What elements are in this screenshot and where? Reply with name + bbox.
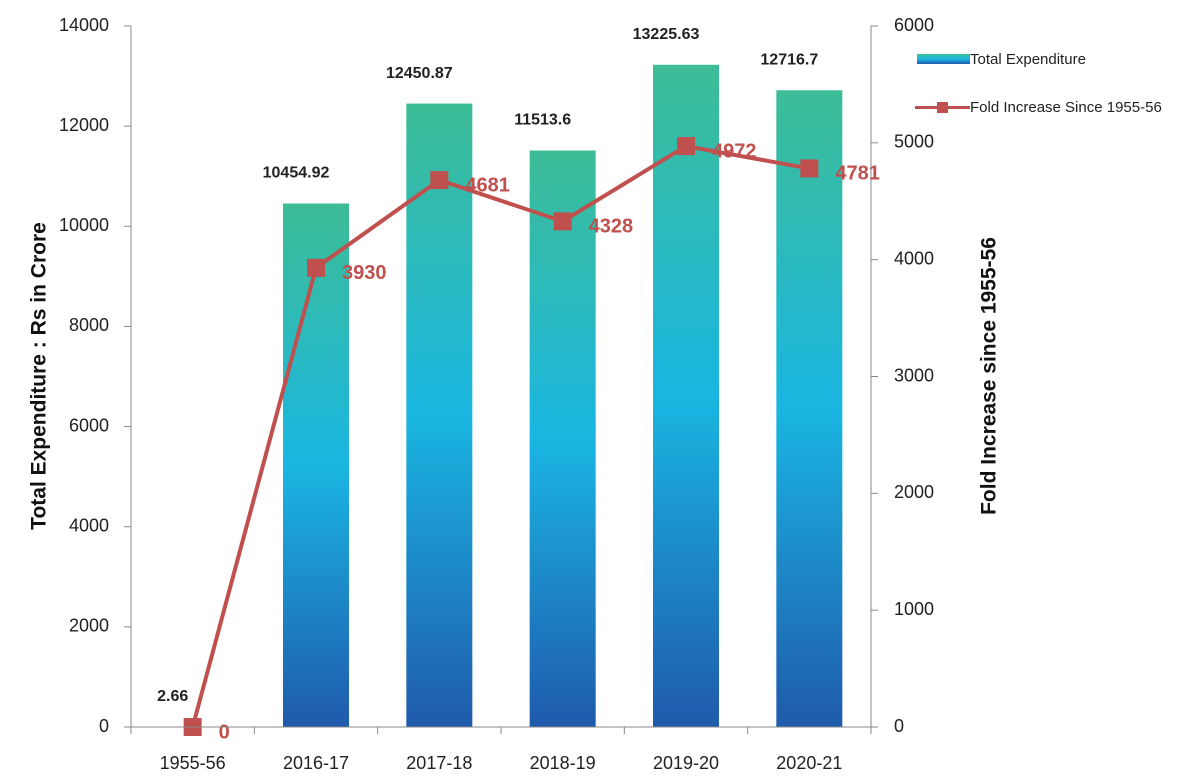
line-marker [800,159,819,178]
line-value-label: 4328 [589,216,634,238]
line-value-label: 4972 [712,140,757,162]
y2-tick-label: 5000 [894,132,934,152]
y-axis-title: Total Expenditure : Rs in Crore [28,222,51,530]
line [190,144,810,728]
y2-tick-label: 2000 [894,482,934,502]
bar-value-label: 12450.87 [386,65,453,82]
bar-value-label: 13225.63 [633,26,700,43]
y2-axis-title: Fold Increase since 1955-56 [978,237,1001,515]
x-tick-label: 2018-19 [530,753,596,773]
bar [776,90,843,728]
line-value-label: 0 [219,721,230,743]
x-tick-label: 2017-18 [406,753,472,773]
y2-tick-label: 1000 [894,599,934,619]
x-tick-label: 2020-21 [776,753,842,773]
y-tick-label: 0 [99,716,109,736]
y-tick-label: 4000 [69,515,109,535]
bar [406,103,473,728]
bar-value-label: 2.66 [157,688,188,705]
y-tick-label: 8000 [69,315,109,335]
y2-tick-label: 3000 [894,365,934,385]
x-tick-label: 2019-20 [653,753,719,773]
y2-tick-label: 4000 [894,248,934,268]
line-marker [307,258,325,277]
line-marker [553,212,572,231]
y-tick-label: 2000 [69,616,109,636]
bar-value-label: 11513.6 [514,112,571,129]
x-tick-label: 1955-56 [160,753,226,773]
legend: Total Expenditure Fold Increase Since 195… [915,50,1185,146]
line-value-label: 4781 [835,163,880,185]
legend-item: Total Expenditure [915,50,1185,70]
bar [283,203,349,728]
legend-key [915,98,970,116]
legend-item: Fold Increase Since 1955-56 [915,98,1185,118]
line-value-label: 3930 [342,262,387,284]
legend-label: Total Expenditure [970,51,1086,68]
line-marker [430,171,449,190]
bar-value-label: 10454.92 [263,165,330,182]
legend-label: Fold Increase Since 1955-56 [970,99,1162,116]
line-marker [677,137,695,156]
y-tick-label: 10000 [59,215,109,235]
x-tick-label: 2016-17 [283,753,349,773]
bar [653,64,719,728]
y-tick-label: 12000 [59,115,109,135]
y-tick-label: 14000 [59,15,109,35]
bar [529,150,596,727]
y2-tick-label: 0 [894,716,904,736]
y2-tick-label: 6000 [894,15,934,35]
line-value-label: 4681 [465,174,510,196]
y-tick-label: 6000 [69,415,109,435]
legend-key [915,50,970,68]
bar-value-label: 12716.7 [760,51,818,68]
